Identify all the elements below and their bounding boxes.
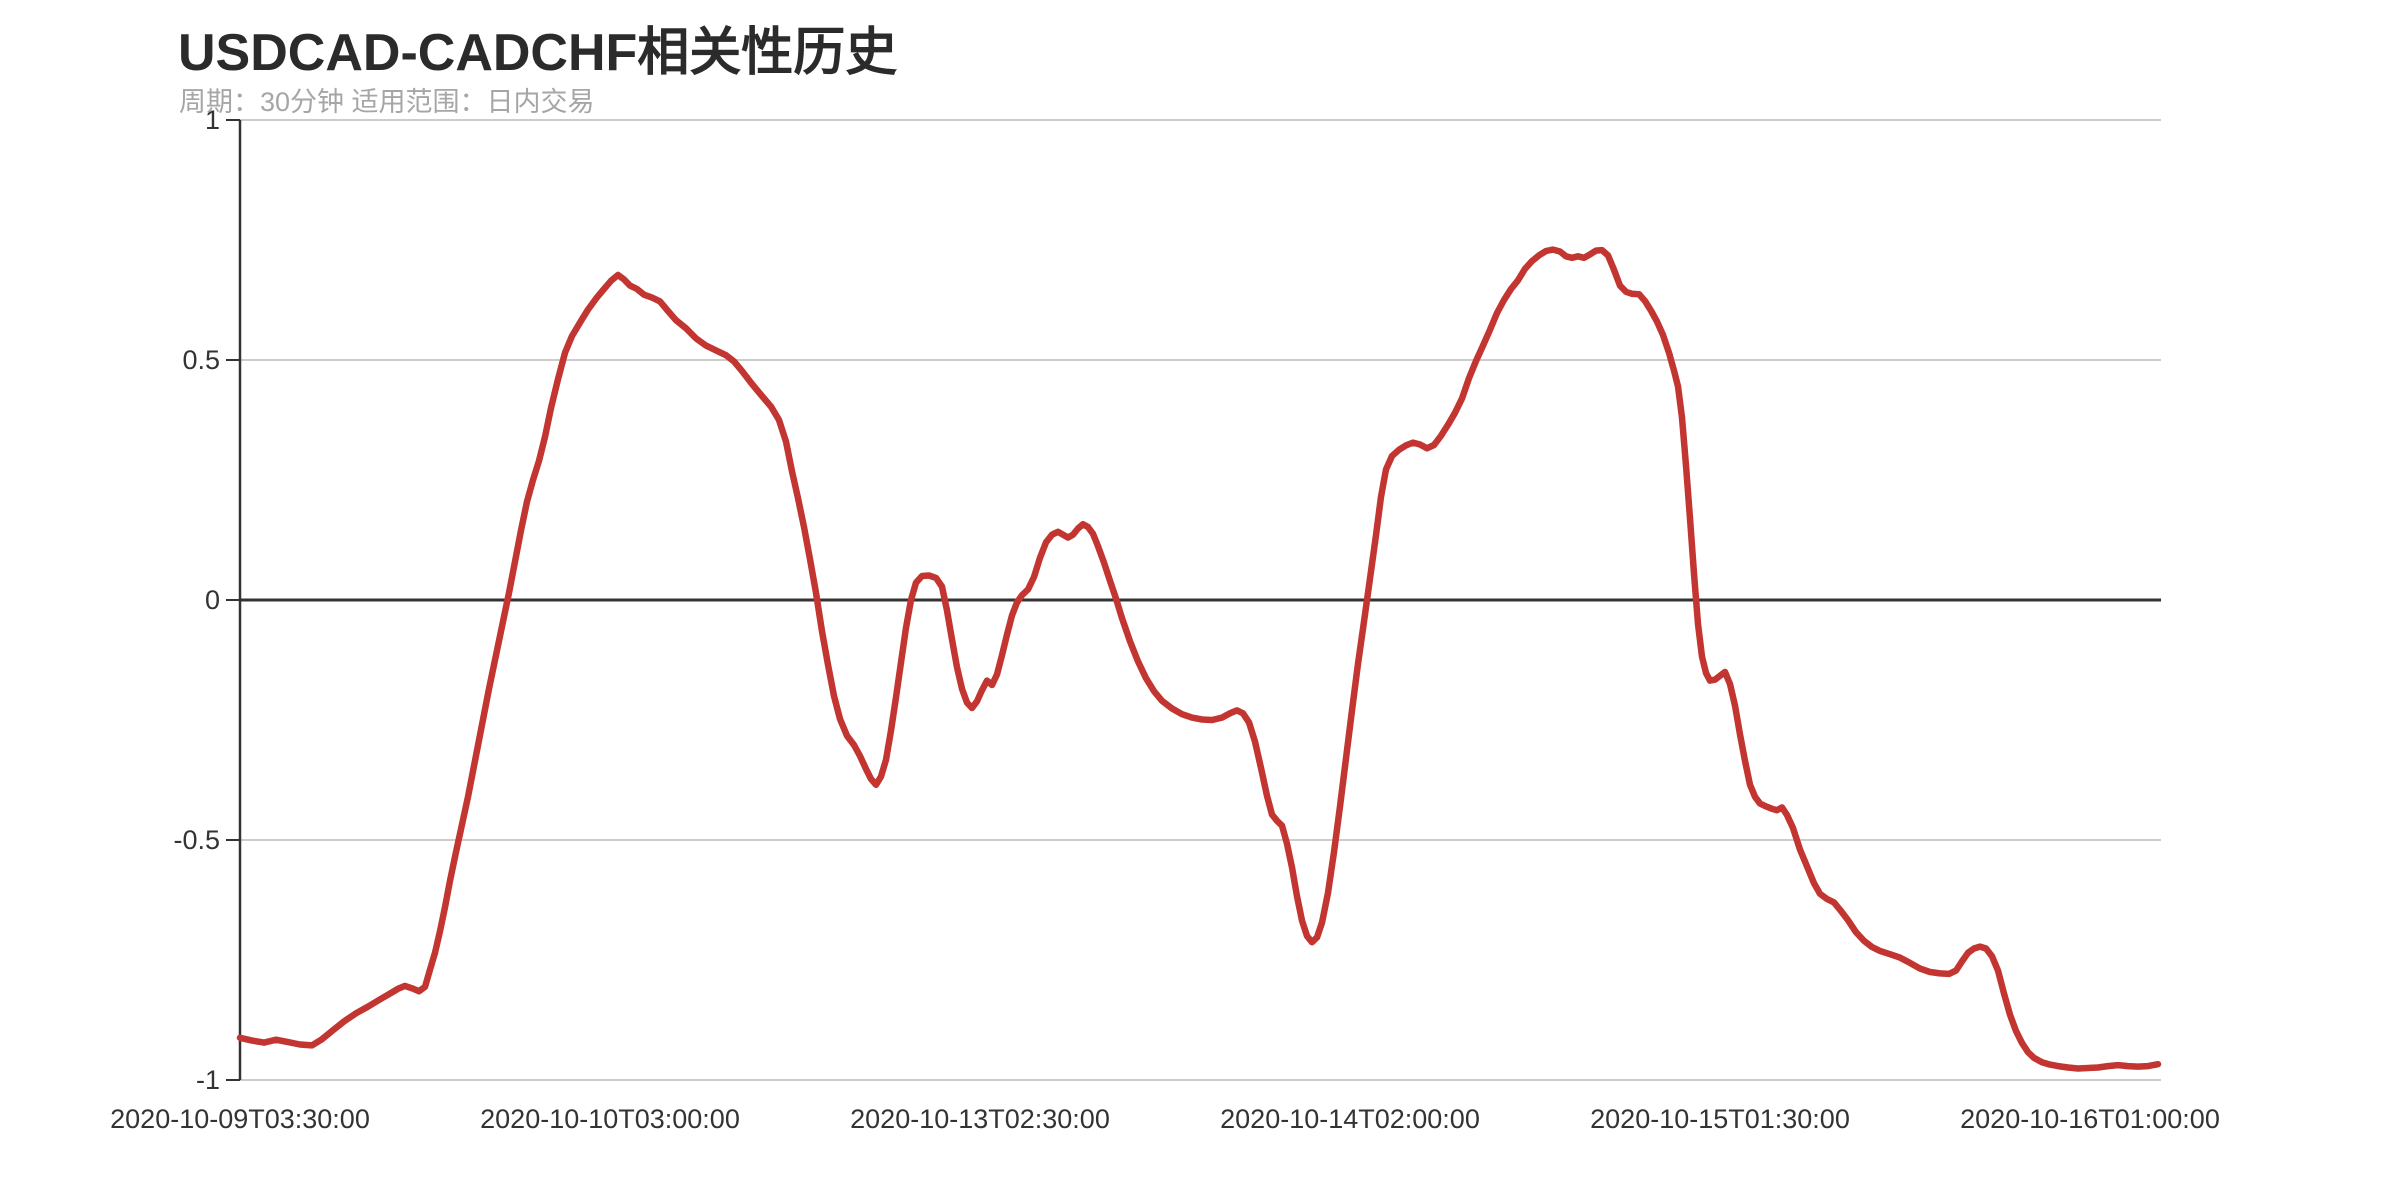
correlation-series-line[interactable]	[236, 246, 2162, 1072]
y-axis-label: 0	[205, 585, 220, 615]
y-axis-label: 1	[205, 105, 220, 135]
x-axis-label: 2020-10-10T03:00:00	[480, 1104, 740, 1134]
chart-subtitle: 周期：30分钟 适用范围：日内交易	[179, 87, 595, 117]
y-axis-label: 0.5	[182, 345, 220, 375]
x-axis-label: 2020-10-13T02:30:00	[850, 1104, 1110, 1134]
chart-title: USDCAD-CADCHF相关性历史	[178, 24, 898, 82]
x-axis-label: 2020-10-14T02:00:00	[1220, 1104, 1480, 1134]
x-axis-label: 2020-10-09T03:30:00	[110, 1104, 370, 1134]
x-axis-label: 2020-10-15T01:30:00	[1590, 1104, 1850, 1134]
y-axis-label: -0.5	[173, 825, 220, 855]
x-axis-label: 2020-10-16T01:00:00	[1960, 1104, 2220, 1134]
y-axis-label: -1	[196, 1065, 220, 1095]
